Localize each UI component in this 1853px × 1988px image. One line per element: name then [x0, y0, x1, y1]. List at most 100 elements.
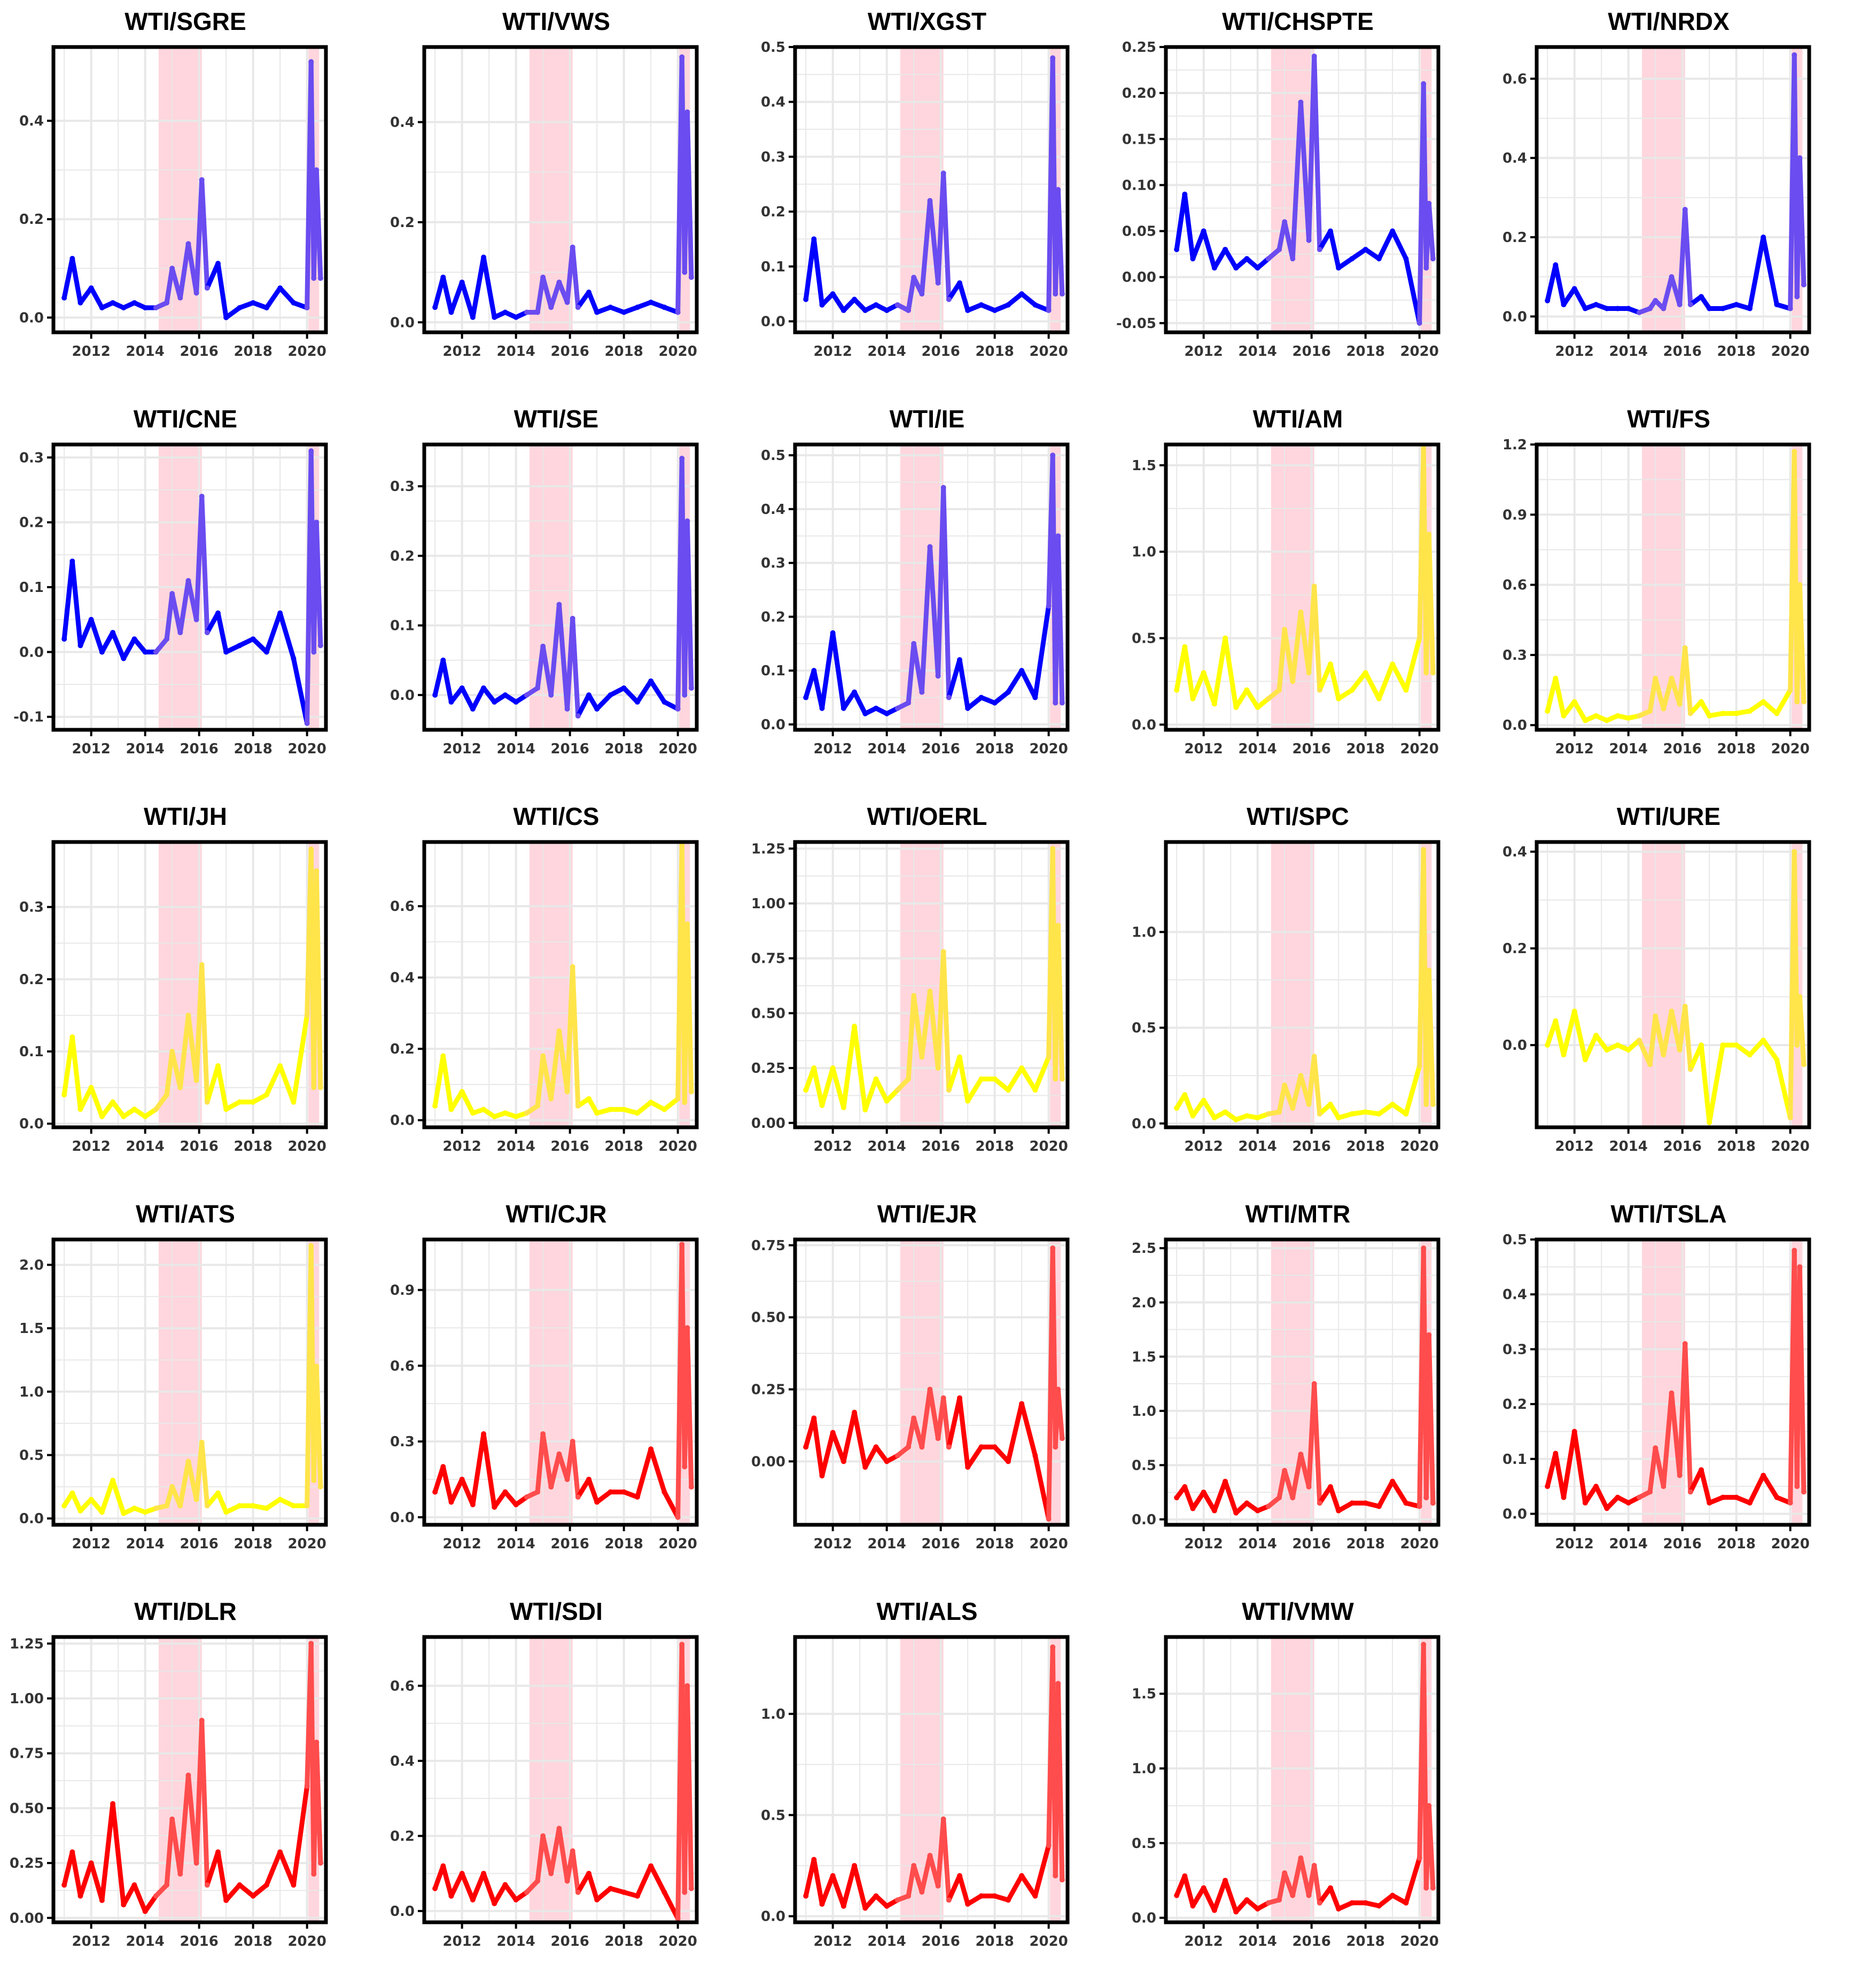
series-segment [1190, 1885, 1206, 1908]
x-tick-label: 2020 [658, 1139, 697, 1155]
chart-title: WTI/SPC [1247, 802, 1349, 830]
data-point [684, 518, 690, 524]
series-segment [1761, 1473, 1779, 1500]
series-segment [535, 1054, 546, 1109]
series-segment [1317, 1885, 1333, 1906]
series-segment [873, 1444, 890, 1464]
series-segment [548, 1826, 562, 1876]
data-point [513, 1113, 519, 1119]
data-point [621, 309, 627, 315]
x-tick-label: 2016 [921, 1139, 960, 1155]
data-point [69, 1490, 75, 1496]
data-point [1311, 53, 1317, 59]
data-point [594, 706, 600, 712]
data-point [978, 1444, 984, 1450]
data-point [1707, 306, 1712, 311]
data-point [432, 1885, 438, 1891]
x-tick-label: 2012 [1555, 344, 1594, 360]
x-tick-label: 2020 [658, 344, 697, 360]
x-tick-label: 2020 [1029, 344, 1068, 360]
series-segment [1376, 229, 1395, 261]
series-segment [965, 1444, 984, 1470]
data-point [1005, 1897, 1011, 1903]
chart-panel: WTI/TSLA 2012 2014 2016 2018 2020 0.0 0.1 0.2 0.3… [1483, 1192, 1853, 1590]
line-chart: 2012 2014 2016 2018 2020 0.0 0.5 1.0 [761, 1635, 1070, 1950]
chart-panel: WTI/SGRE 2012 2014 2016 2018 2020 0.0 0.2 0.4 [0, 0, 371, 397]
series-segment [965, 695, 984, 711]
series-segment [69, 1034, 83, 1112]
series-segment [648, 679, 667, 705]
data-point [935, 1883, 941, 1889]
series-segment [684, 1683, 694, 1891]
x-tick-label: 2014 [496, 1934, 535, 1950]
x-tick-label: 2018 [233, 1934, 272, 1950]
x-tick-label: 2018 [604, 344, 643, 360]
series-segment [819, 1430, 836, 1478]
series-segment [1376, 1102, 1395, 1117]
x-tick-label: 2018 [1346, 1139, 1384, 1155]
series-segment [440, 1464, 454, 1504]
data-point [1423, 1101, 1429, 1107]
data-point [1794, 699, 1800, 705]
series-segment [1561, 1009, 1577, 1057]
series-segment [314, 167, 323, 281]
x-tick-label: 2012 [814, 1536, 852, 1552]
data-point [946, 1444, 952, 1450]
data-point [223, 1509, 229, 1515]
series-segment [121, 636, 137, 661]
series-segment [61, 558, 75, 642]
data-point [803, 695, 809, 700]
series-segment [1376, 1479, 1395, 1509]
series-segment [1032, 603, 1052, 700]
series-segment [177, 1459, 191, 1508]
series-segment [121, 1882, 137, 1907]
y-tick-label: 0.0 [1502, 1038, 1527, 1054]
data-point [688, 274, 694, 280]
x-tick-label: 2016 [550, 1934, 589, 1950]
series-segment [205, 1491, 221, 1508]
data-point [61, 1092, 67, 1098]
series-segment [621, 685, 640, 705]
data-point [540, 1833, 546, 1839]
series-segment [470, 1871, 486, 1903]
data-point [88, 617, 94, 622]
series-segment [1426, 1332, 1436, 1506]
plot-frame [422, 45, 699, 334]
data-point [61, 1882, 67, 1888]
plot-frame [1164, 840, 1441, 1129]
series-segment [1223, 1878, 1239, 1914]
x-tick-label: 2016 [1292, 741, 1330, 757]
series-segment [1699, 1467, 1712, 1506]
data-point [830, 291, 836, 297]
data-point [1426, 968, 1432, 973]
series-segment [1290, 1856, 1303, 1898]
data-point [873, 1076, 879, 1082]
data-point [470, 706, 476, 712]
y-tick-label: 0.0 [761, 1909, 785, 1925]
x-tick-label: 2018 [975, 1536, 1014, 1552]
data-point [1255, 1115, 1260, 1121]
data-point [1787, 1500, 1793, 1506]
series-segment [448, 1871, 465, 1899]
y-tick-label: 1.2 [1502, 437, 1527, 453]
series-segment [1182, 192, 1195, 261]
series-segment [1233, 688, 1249, 710]
series-segment [1403, 1063, 1422, 1117]
y-tick-label: 0.4 [390, 115, 415, 131]
series-segment [1661, 1391, 1674, 1489]
series-segment [314, 1363, 323, 1490]
data-point [1244, 1897, 1250, 1903]
data-point [277, 1849, 283, 1855]
line-chart: 2012 2014 2016 2018 2020 0.0 0.2 0.4 0.6 [1502, 45, 1811, 360]
x-tick-label: 2018 [975, 741, 1014, 757]
data-point [608, 305, 613, 310]
chart-title: WTI/SDI [510, 1597, 603, 1625]
series-segment [873, 1077, 890, 1104]
series-segment [1545, 262, 1558, 303]
x-tick-label: 2020 [1400, 344, 1438, 360]
data-point [1625, 715, 1631, 721]
x-tick-label: 2012 [443, 1536, 481, 1552]
data-point [1416, 320, 1422, 326]
chart-panel: WTI/IE 2012 2014 2016 2018 2020 0.0 0.1 0.2 0.3 0.… [742, 397, 1112, 795]
x-tick-label: 2014 [496, 1536, 535, 1552]
